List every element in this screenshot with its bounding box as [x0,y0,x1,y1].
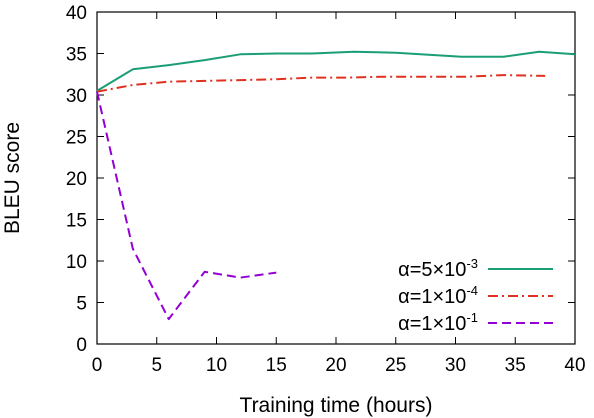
legend-label: α=5×10-3 [398,256,478,281]
x-axis-label: Training time (hours) [240,394,433,417]
y-axis-label: BLEU score [1,122,24,234]
legend-label: α=1×10-4 [398,283,478,308]
x-tick-label: 30 [445,355,466,376]
axis-ticks: 0 5 10 15 20 25 30 35 40 0 5 10 15 20 25 30 35 40 [66,3,586,376]
series-line [96,74,546,93]
y-tick-label: 40 [66,3,87,24]
series-line [96,91,277,321]
y-tick-label: 15 [66,211,87,232]
series-layer [96,50,576,321]
x-tick-label: 35 [505,355,526,376]
y-tick-label: 0 [76,335,87,356]
y-tick-label: 35 [66,45,87,66]
plot-frame [96,11,576,345]
y-tick-label: 20 [66,169,87,190]
x-tick-label: 0 [92,355,103,376]
x-tick-label: 5 [151,355,162,376]
x-tick-label: 20 [325,355,346,376]
x-tick-label: 25 [385,355,406,376]
series-line [96,50,576,92]
x-tick-label: 10 [206,355,227,376]
x-tick-label: 15 [266,355,287,376]
legend-label: α=1×10-1 [398,310,478,335]
y-tick-label: 25 [66,128,87,149]
legend: α=5×10-3α=1×10-4α=1×10-1 [398,256,553,335]
x-tick-label: 40 [564,355,585,376]
y-tick-label: 10 [66,252,87,273]
y-tick-label: 5 [76,294,87,315]
y-tick-label: 30 [66,86,87,107]
